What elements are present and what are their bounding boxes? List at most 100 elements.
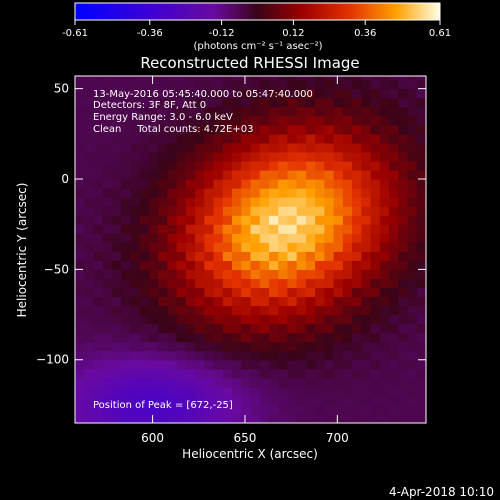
heatmap-pixel [75,341,85,352]
heatmap-pixel [278,242,289,252]
heatmap-pixel [232,395,242,406]
heatmap-pixel [241,106,252,117]
heatmap-pixel [111,169,122,180]
heatmap-pixel [130,368,141,379]
heatmap-pixel [204,124,215,135]
heatmap-pixel [158,386,168,397]
heatmap-pixel [195,305,205,316]
heatmap-pixel [204,169,215,180]
heatmap-pixel [352,395,362,406]
heatmap-pixel [305,179,316,189]
heatmap-pixel [250,133,261,144]
heatmap-pixel [259,115,270,126]
heatmap-pixel [195,260,205,270]
heatmap-pixel [121,377,132,388]
heatmap-pixel [333,197,344,207]
heatmap-pixel [287,413,298,423]
heatmap-pixel [352,160,362,171]
heatmap-pixel [241,278,252,289]
heatmap-pixel [352,206,362,216]
heatmap-pixel [370,133,381,144]
heatmap-pixel [352,386,362,397]
heatmap-pixel [222,404,233,415]
heatmap-pixel [232,106,242,117]
heatmap-pixel [111,404,122,415]
colorbar-tick-label: 0.61 [429,28,451,39]
heatmap-pixel [407,341,418,352]
annotation-detectors: Detectors: 3F 8F, Att 0 [93,100,206,111]
heatmap-pixel [139,169,150,180]
heatmap-pixel [268,79,279,90]
heatmap-pixel [167,79,178,90]
heatmap-pixel [278,404,289,415]
heatmap-pixel [259,287,270,298]
heatmap-pixel [176,88,187,99]
heatmap-pixel [250,332,261,343]
heatmap-pixel [250,115,261,126]
heatmap-pixel [213,115,224,126]
heatmap-pixel [416,224,426,234]
heatmap-pixel [176,368,187,379]
heatmap-pixel [93,323,104,334]
heatmap-pixel [333,377,344,388]
heatmap-pixel [148,233,159,243]
heatmap-pixel [195,350,205,361]
heatmap-pixel [379,233,390,243]
heatmap-pixel [259,278,270,289]
heatmap-pixel [93,350,104,361]
heatmap-pixel [176,160,187,171]
heatmap-pixel [84,97,95,108]
heatmap-pixel [389,106,399,117]
heatmap-pixel [204,79,215,90]
heatmap-pixel [121,269,132,280]
heatmap-pixel [213,88,224,99]
heatmap-pixel [361,115,372,126]
heatmap-pixel [84,413,95,423]
heatmap-pixel [296,350,307,361]
heatmap-pixel [250,179,261,189]
heatmap-pixel [130,224,141,234]
heatmap-pixel [342,296,353,307]
heatmap-pixel [361,395,372,406]
heatmap-pixel [167,386,178,397]
heatmap-pixel [232,269,242,280]
heatmap-pixel [342,305,353,316]
heatmap-pixel [398,413,409,423]
heatmap-pixel [352,133,362,144]
heatmap-pixel [75,169,85,180]
heatmap-pixel [185,79,196,90]
heatmap-pixel [287,377,298,388]
heatmap-pixel [185,323,196,334]
heatmap-pixel [379,169,390,180]
heatmap-pixel [278,314,289,325]
heatmap-pixel [268,169,279,180]
heatmap-pixel [398,215,409,225]
heatmap-pixel [333,106,344,117]
heatmap-pixel [407,251,418,261]
heatmap-pixel [416,359,426,370]
footer-timestamp: 4-Apr-2018 10:10 [389,485,494,499]
heatmap-pixel [315,115,325,126]
heatmap-pixel [93,359,104,370]
heatmap-pixel [370,151,381,162]
heatmap-pixel [102,359,113,370]
heatmap-pixel [93,413,104,423]
heatmap-pixel [305,242,316,252]
heatmap-pixel [213,332,224,343]
heatmap-pixel [278,386,289,397]
heatmap-pixel [102,386,113,397]
heatmap-pixel [167,359,178,370]
heatmap-pixel [139,76,150,81]
heatmap-pixel [222,368,233,379]
heatmap-pixel [176,386,187,397]
heatmap-pixel [75,88,85,99]
heatmap-pixel [342,233,353,243]
heatmap-pixel [93,386,104,397]
heatmap-pixel [361,377,372,388]
heatmap-pixel [167,206,178,216]
heatmap-pixel [84,215,95,225]
heatmap-pixel [416,97,426,108]
heatmap-pixel [287,368,298,379]
heatmap-pixel [121,404,132,415]
heatmap-pixel [102,179,113,189]
